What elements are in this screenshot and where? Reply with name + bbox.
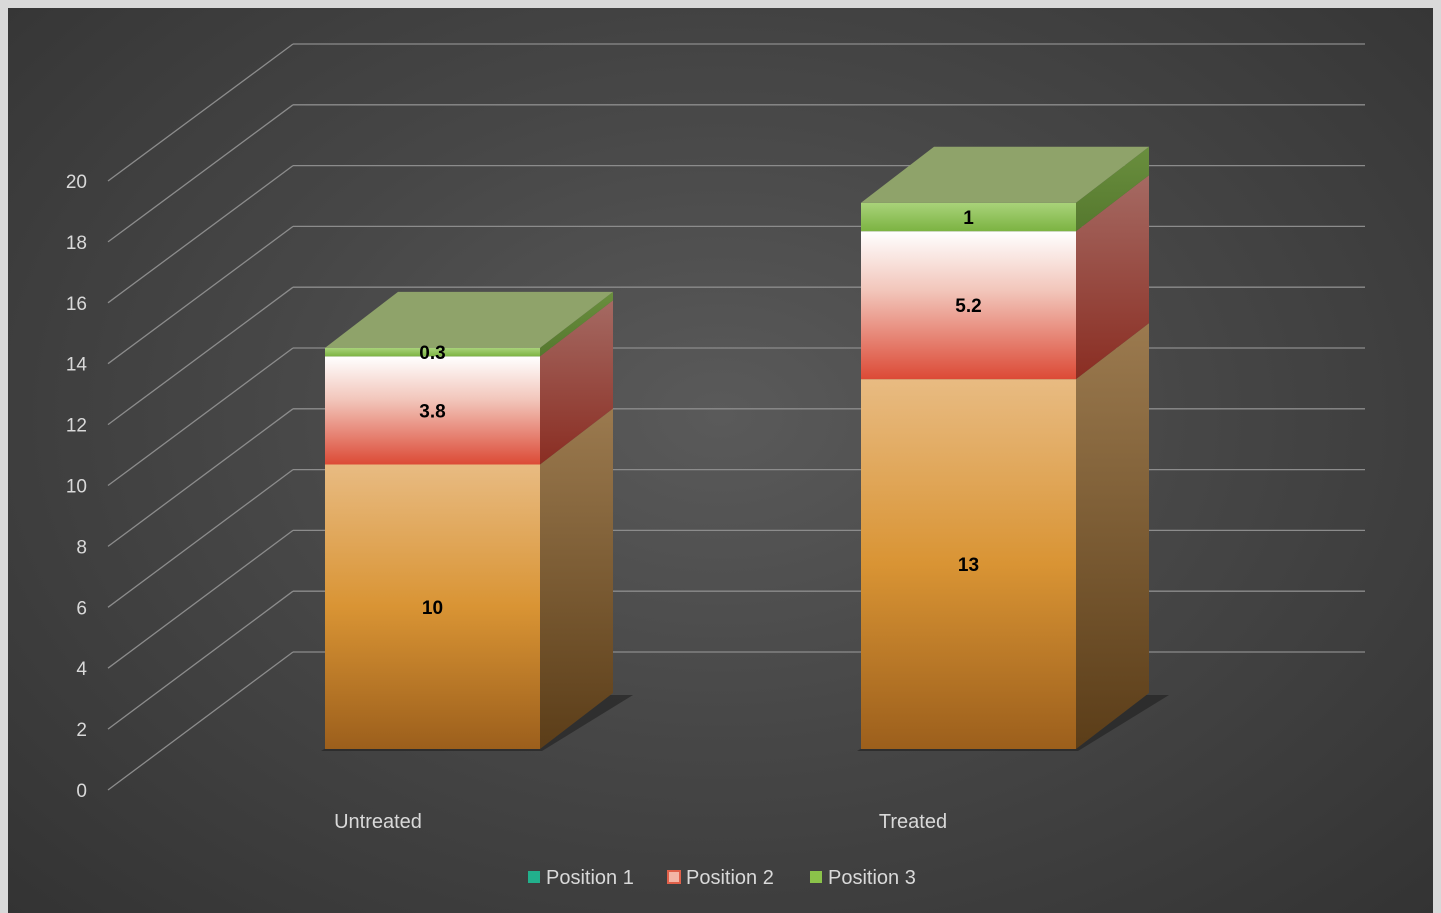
bar-side-position-3 — [540, 291, 613, 357]
bar-segment-position-3 — [325, 347, 540, 357]
legend-label: Position 2 — [686, 867, 774, 889]
data-label: 5.2 — [955, 296, 981, 317]
data-label: 10 — [422, 598, 443, 619]
y-tick-label: 0 — [76, 781, 87, 802]
bar-side-position-2 — [1076, 175, 1149, 380]
bar-segment-position-2 — [861, 231, 1076, 380]
legend-label: Position 3 — [828, 867, 916, 889]
bar-segment-position-2 — [325, 356, 540, 465]
side-gridline — [107, 286, 294, 426]
bar-segment-position-1 — [325, 464, 540, 749]
y-tick-label: 10 — [66, 477, 87, 498]
side-gridline — [107, 590, 294, 730]
bar-segment-position-1 — [861, 379, 1076, 749]
chart-area: 0 2 4 6 8 10 12 14 16 18 20 10 3.8 0.3 13 5.2 1 Untreat… — [8, 8, 1433, 913]
bar-side-position-2 — [540, 300, 613, 465]
bar-side-position-1 — [1076, 323, 1149, 749]
grid-layer — [107, 43, 1365, 791]
side-gridline — [107, 469, 294, 608]
bar-stack-untreated — [321, 291, 633, 751]
data-labels-layer: 10 3.8 0.3 13 5.2 1 — [419, 208, 981, 619]
bar-segment-position-3 — [861, 202, 1076, 232]
stacked-3d-bar-chart: 0 2 4 6 8 10 12 14 16 18 20 10 3.8 0.3 13 5.2 1 Untreat… — [66, 43, 1365, 889]
x-category-label: Treated — [879, 811, 947, 833]
bar-top-face — [861, 146, 1149, 203]
side-gridline — [107, 529, 294, 669]
legend-item-position-1: Position 1 — [528, 867, 634, 889]
side-gridline — [107, 225, 294, 365]
data-label: 13 — [958, 555, 979, 576]
x-category-label: Untreated — [334, 811, 422, 833]
y-tick-label: 20 — [66, 172, 87, 193]
y-tick-label: 12 — [66, 416, 87, 437]
side-gridline — [107, 408, 294, 547]
bar-side-position-1 — [540, 408, 613, 749]
data-label: 1 — [963, 208, 974, 229]
legend-label: Position 1 — [546, 867, 634, 889]
bar-stack-treated — [857, 146, 1169, 751]
data-label: 0.3 — [419, 343, 445, 364]
legend: Position 1 Position 2 Position 3 — [528, 867, 916, 889]
y-tick-label: 2 — [76, 720, 87, 741]
legend-item-position-3: Position 3 — [810, 867, 916, 889]
bar-top-face — [325, 291, 613, 348]
y-tick-label: 18 — [66, 233, 87, 254]
y-tick-label: 6 — [76, 598, 87, 619]
legend-swatch — [667, 870, 681, 884]
data-label: 3.8 — [419, 401, 445, 422]
y-tick-label: 16 — [66, 294, 87, 315]
y-tick-label: 4 — [76, 659, 87, 680]
side-gridline — [107, 104, 294, 243]
side-gridline — [107, 651, 294, 791]
legend-swatch — [810, 871, 822, 883]
category-labels-layer: Untreated Treated — [334, 811, 947, 833]
y-axis-ticks: 0 2 4 6 8 10 12 14 16 18 20 — [66, 172, 88, 802]
legend-item-position-2: Position 2 — [667, 867, 774, 889]
legend-swatch — [528, 871, 540, 883]
side-gridline — [107, 347, 294, 487]
y-tick-label: 14 — [66, 355, 88, 376]
side-gridline — [107, 165, 294, 304]
bars-layer — [321, 146, 1169, 751]
side-gridline — [107, 43, 294, 182]
y-tick-label: 8 — [76, 537, 87, 558]
bar-side-position-3 — [1076, 146, 1149, 232]
